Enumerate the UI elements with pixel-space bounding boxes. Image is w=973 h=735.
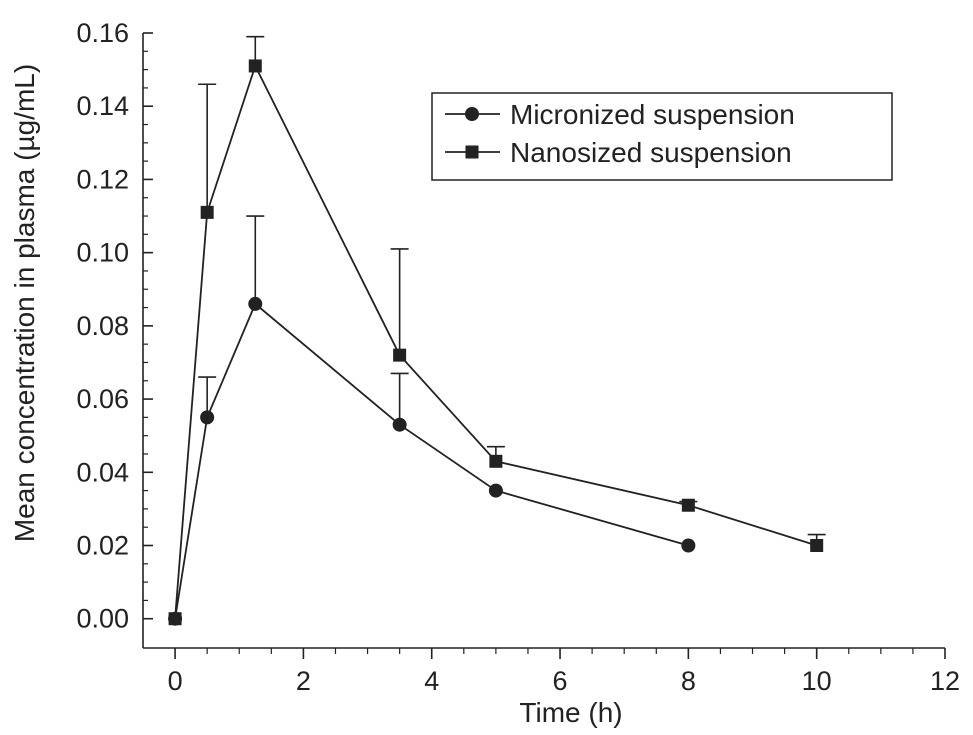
square-marker (489, 454, 503, 468)
circle-marker (248, 296, 263, 311)
y-axis-label: Mean concentration in plasma (µg/mL) (9, 64, 40, 542)
square-marker (393, 348, 407, 362)
x-tick-label: 10 (802, 666, 832, 696)
circle-marker (392, 417, 407, 432)
legend-box (431, 92, 893, 181)
x-tick-label: 12 (930, 666, 960, 696)
circle-marker (200, 410, 215, 425)
square-marker (248, 59, 262, 73)
y-tick-label: 0.12 (76, 164, 129, 194)
y-tick-label: 0.16 (76, 18, 129, 48)
square-marker (810, 539, 824, 552)
x-axis-label: Time (h) (519, 697, 622, 728)
legend-label: Nanosized suspension (510, 137, 792, 168)
circle-marker (465, 107, 479, 121)
data-markers (168, 59, 824, 626)
x-tick-label: 4 (424, 666, 439, 696)
square-marker (681, 498, 695, 512)
y-tick-label: 0.04 (76, 457, 129, 487)
square-marker (200, 205, 214, 219)
legend: Micronized suspension Nanosized suspensio… (431, 92, 893, 181)
square-marker (168, 612, 182, 626)
circle-marker (488, 483, 503, 498)
x-tick-label: 6 (553, 666, 568, 696)
axes: 0.00 0.02 0.04 0.06 0.08 0.10 0.12 0.14 0.16 0 2 4 6… (76, 18, 960, 696)
legend-label: Micronized suspension (510, 99, 795, 130)
y-tick-label: 0.00 (76, 604, 129, 634)
x-tick-label: 8 (681, 666, 696, 696)
y-tick-label: 0.02 (76, 531, 129, 561)
y-tick-label: 0.08 (76, 311, 129, 341)
square-marker (465, 145, 479, 159)
y-tick-label: 0.10 (76, 238, 129, 268)
y-tick-label: 0.14 (76, 91, 129, 121)
y-tick-label: 0.06 (76, 384, 129, 414)
series-line-micronized (174, 302, 689, 619)
x-tick-label: 2 (296, 666, 311, 696)
x-tick-label: 0 (168, 666, 183, 696)
circle-marker (681, 538, 696, 553)
